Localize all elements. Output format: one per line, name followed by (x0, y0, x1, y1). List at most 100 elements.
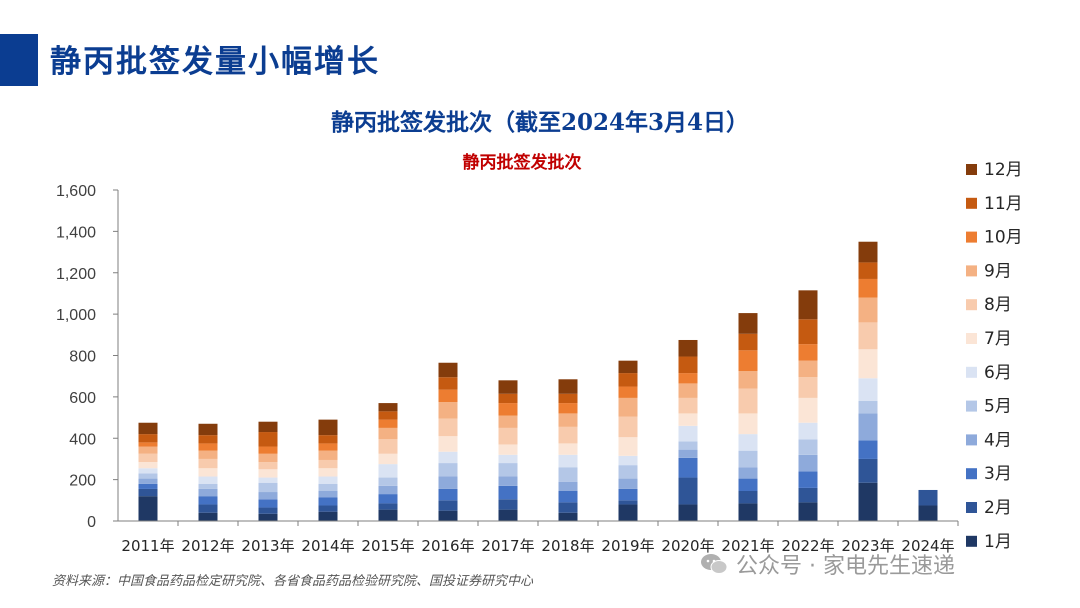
page-title: 静丙批签发量小幅增长 (50, 44, 380, 80)
legend-label: 8月 (984, 295, 1012, 315)
bar-segment (198, 504, 218, 513)
legend-label: 6月 (984, 363, 1012, 383)
bar-segment (618, 416, 638, 438)
bar-segment (318, 468, 338, 477)
bar-segment (378, 419, 398, 428)
bar-segment (438, 500, 458, 511)
x-tick-label: 2014年 (301, 537, 354, 555)
legend-swatch (966, 197, 977, 209)
bar-segment (678, 339, 698, 357)
bar-segment (618, 478, 638, 489)
bar-segment (198, 468, 218, 477)
bar-segment (738, 467, 758, 479)
y-tick-label: 0 (87, 514, 96, 531)
bar-segment (258, 446, 278, 454)
bar-segment (678, 383, 698, 398)
bar-segment (678, 397, 698, 414)
bar-segment (858, 297, 878, 323)
legend-swatch (966, 164, 977, 175)
bar-segment (138, 496, 158, 521)
bar-segment (318, 459, 338, 469)
bar-segment (138, 478, 158, 484)
bar-segment (438, 436, 458, 452)
legend-swatch (966, 299, 977, 311)
bar-segment (198, 496, 218, 505)
bar-segment (378, 453, 398, 465)
bar-segment (198, 476, 218, 484)
bar-segment (558, 403, 578, 414)
bar-segment (258, 432, 278, 447)
bar-segment (798, 397, 818, 423)
bar-segment (558, 393, 578, 404)
bar-segment (318, 511, 338, 521)
y-tick-label: 600 (69, 390, 96, 407)
bar-segment (678, 441, 698, 450)
bar-segment (858, 413, 878, 441)
bar-segment (198, 483, 218, 489)
bar-segment (438, 377, 458, 390)
bar-segment (258, 453, 278, 463)
bar-segment (438, 510, 458, 521)
bar-segment (378, 509, 398, 521)
legend-label: 1月 (984, 532, 1012, 552)
bar-segment (258, 421, 278, 433)
bar-segment (498, 509, 518, 521)
bar-segment (258, 469, 278, 478)
legend-swatch (966, 265, 977, 277)
x-tick-label: 2015年 (361, 537, 414, 555)
bar-segment (138, 462, 158, 469)
bar-segment (438, 402, 458, 419)
x-tick-label: 2013年 (241, 537, 294, 555)
bar-segment (858, 458, 878, 483)
bar-segment (618, 397, 638, 417)
y-tick-label: 200 (69, 473, 96, 490)
bar-segment (138, 483, 158, 489)
bar-segment (798, 422, 818, 440)
legend-label: 10月 (984, 228, 1023, 248)
bar-segment (498, 463, 518, 477)
bar-segment (138, 453, 158, 463)
bar-segment (858, 241, 878, 263)
bar-segment (858, 482, 878, 521)
bar-segment (258, 513, 278, 521)
legend-swatch (966, 468, 977, 480)
bar-segment (198, 458, 218, 469)
y-tick-label: 1,000 (56, 307, 96, 324)
bar-segment (798, 319, 818, 345)
bar-segment (138, 473, 158, 479)
legend-swatch (966, 502, 977, 513)
bar-segment (258, 492, 278, 500)
bar-segment (378, 439, 398, 454)
bar-segment (198, 435, 218, 444)
bar-segment (618, 465, 638, 479)
bar-segment (618, 437, 638, 456)
x-tick-label: 2021年 (721, 537, 774, 555)
bar-segment (498, 454, 518, 464)
bar-segment (558, 512, 578, 521)
chart-title: 静丙批签发批次 (463, 152, 582, 173)
bar-segment (558, 413, 578, 427)
bar-segment (618, 500, 638, 505)
watermark-text: 公众号 · 家电先生速递 (736, 554, 955, 579)
bar-segment (258, 477, 278, 483)
bar-segment (618, 373, 638, 387)
legend-label: 11月 (984, 194, 1023, 214)
bar-segment (678, 373, 698, 384)
legend-swatch (966, 434, 977, 446)
bar-segment (738, 491, 758, 504)
bar-segment (498, 499, 518, 510)
bar-segment (258, 482, 278, 493)
bar-segment (498, 444, 518, 455)
bar-segment (378, 427, 398, 440)
legend-label: 7月 (984, 329, 1012, 349)
bar-segment (438, 476, 458, 489)
bar-segment (258, 462, 278, 470)
bar-segment (918, 505, 938, 521)
bar-segment (198, 512, 218, 521)
bar-segment (138, 442, 158, 447)
bar-segment (378, 411, 398, 420)
bar-segment (558, 379, 578, 394)
bar-segment (318, 450, 338, 460)
bar-segment (858, 378, 878, 402)
